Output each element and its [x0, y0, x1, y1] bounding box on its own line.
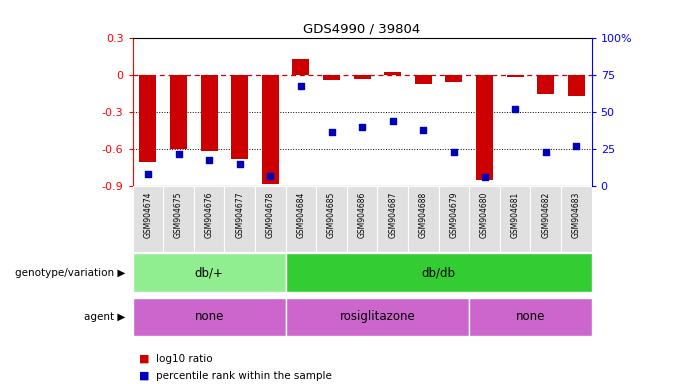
Bar	[286, 253, 592, 292]
Bar	[231, 75, 248, 159]
Text: ■: ■	[139, 371, 154, 381]
Bar	[194, 186, 224, 252]
Text: GSM904684: GSM904684	[296, 192, 305, 238]
Bar	[469, 186, 500, 252]
Point	[540, 149, 551, 155]
Bar	[347, 186, 377, 252]
Bar	[201, 75, 218, 151]
Point	[388, 118, 398, 124]
Point	[295, 83, 306, 89]
Text: GSM904681: GSM904681	[511, 192, 520, 238]
Point	[510, 106, 521, 113]
Text: GSM904677: GSM904677	[235, 192, 244, 238]
Bar	[133, 253, 286, 292]
Text: GSM904674: GSM904674	[143, 192, 152, 238]
Bar	[530, 186, 561, 252]
Bar	[500, 186, 530, 252]
Text: rosiglitazone: rosiglitazone	[339, 310, 415, 323]
Bar	[377, 186, 408, 252]
Point	[143, 171, 154, 177]
Bar	[292, 60, 309, 75]
Bar	[568, 75, 585, 96]
Bar	[384, 72, 401, 75]
Bar	[139, 75, 156, 162]
Bar	[415, 75, 432, 84]
Bar	[316, 186, 347, 252]
Point	[356, 124, 367, 130]
Text: none: none	[194, 310, 224, 323]
Bar	[262, 75, 279, 184]
Text: genotype/variation ▶: genotype/variation ▶	[16, 268, 126, 278]
Text: db/db: db/db	[422, 266, 456, 279]
Bar	[561, 186, 592, 252]
Text: ■: ■	[139, 354, 154, 364]
Bar	[133, 186, 163, 252]
Bar	[354, 75, 371, 79]
Title: GDS4990 / 39804: GDS4990 / 39804	[303, 23, 421, 36]
Point	[571, 143, 581, 149]
Bar	[224, 186, 255, 252]
Text: none: none	[515, 310, 545, 323]
Bar	[133, 298, 286, 336]
Bar	[469, 298, 592, 336]
Bar	[163, 186, 194, 252]
Point	[265, 173, 276, 179]
Text: GSM904686: GSM904686	[358, 192, 367, 238]
Text: log10 ratio: log10 ratio	[156, 354, 213, 364]
Text: GSM904676: GSM904676	[205, 192, 214, 238]
Text: GSM904680: GSM904680	[480, 192, 489, 238]
Text: GSM904687: GSM904687	[388, 192, 397, 238]
Bar	[255, 186, 286, 252]
Text: GSM904688: GSM904688	[419, 192, 428, 238]
Text: percentile rank within the sample: percentile rank within the sample	[156, 371, 333, 381]
Bar	[507, 75, 524, 76]
Point	[204, 157, 215, 163]
Point	[326, 129, 337, 135]
Bar	[323, 75, 340, 80]
Point	[418, 127, 428, 133]
Text: GSM904678: GSM904678	[266, 192, 275, 238]
Point	[173, 151, 184, 157]
Text: GSM904685: GSM904685	[327, 192, 336, 238]
Bar	[286, 186, 316, 252]
Text: GSM904682: GSM904682	[541, 192, 550, 238]
Text: agent ▶: agent ▶	[84, 312, 126, 322]
Bar	[408, 186, 439, 252]
Point	[449, 149, 460, 155]
Bar	[170, 75, 187, 149]
Bar	[286, 298, 469, 336]
Text: GSM904679: GSM904679	[449, 192, 458, 238]
Bar	[439, 186, 469, 252]
Text: GSM904683: GSM904683	[572, 192, 581, 238]
Point	[479, 174, 490, 180]
Text: db/+: db/+	[194, 266, 224, 279]
Bar	[537, 75, 554, 94]
Bar	[476, 75, 493, 180]
Point	[234, 161, 245, 167]
Bar	[445, 75, 462, 81]
Text: GSM904675: GSM904675	[174, 192, 183, 238]
